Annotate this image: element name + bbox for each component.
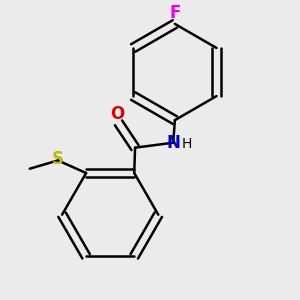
Text: H: H bbox=[182, 137, 192, 151]
Text: F: F bbox=[169, 4, 181, 22]
Text: S: S bbox=[51, 150, 63, 168]
Text: N: N bbox=[166, 134, 180, 152]
Text: O: O bbox=[110, 105, 124, 123]
